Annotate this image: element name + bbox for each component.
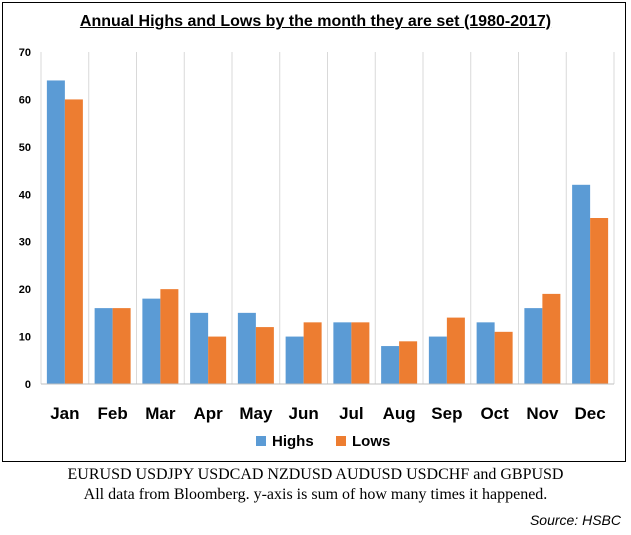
x-tick-label: Sep <box>431 404 462 423</box>
bar-highs-dec <box>572 184 591 384</box>
bar-highs-may <box>237 312 256 384</box>
bar-lows-sep <box>446 317 465 384</box>
y-tick-label: 20 <box>19 284 31 296</box>
chart-frame <box>2 2 626 462</box>
x-tick-label: Feb <box>98 404 128 423</box>
bar-highs-jul <box>333 322 352 384</box>
bar-highs-sep <box>428 336 447 384</box>
x-tick-label: Jan <box>50 404 79 423</box>
caption-note: All data from Bloomberg. y-axis is sum o… <box>83 486 548 503</box>
x-tick-label: Jul <box>339 404 364 423</box>
y-tick-label: 30 <box>19 237 31 249</box>
y-tick-label: 70 <box>19 47 31 59</box>
bar-lows-apr <box>208 336 227 384</box>
y-tick-label: 0 <box>25 379 31 391</box>
x-tick-label: Aug <box>383 404 416 423</box>
y-tick-label: 60 <box>19 94 31 106</box>
legend-label-lows: Lows <box>352 433 390 450</box>
bar-highs-nov <box>524 308 543 384</box>
x-tick-label: Dec <box>575 404 606 423</box>
bar-lows-aug <box>399 341 418 384</box>
bar-lows-oct <box>494 331 513 384</box>
bar-highs-aug <box>381 346 400 384</box>
bar-highs-apr <box>190 312 209 384</box>
bar-lows-may <box>255 327 274 384</box>
caption-pairs: EURUSD USDJPY USDCAD NZDUSD AUDUSD USDCH… <box>67 466 564 483</box>
bar-highs-feb <box>94 308 113 384</box>
chart-title: Annual Highs and Lows by the month they … <box>79 13 552 30</box>
y-tick-label: 50 <box>19 142 31 154</box>
x-tick-label: Jun <box>289 404 319 423</box>
y-tick-label: 10 <box>19 332 31 344</box>
legend-swatch-lows <box>336 436 346 446</box>
bar-highs-mar <box>142 298 161 384</box>
y-tick-label: 40 <box>19 189 31 201</box>
source-note: Source: HSBC <box>529 512 621 528</box>
bar-chart: 0 10 20 30 40 50 60 70 Jan Feb Mar Apr May Jun Jul Aug S… <box>19 47 615 450</box>
x-tick-label: Mar <box>145 404 176 423</box>
x-tick-label: Oct <box>480 404 509 423</box>
x-tick-label: Nov <box>526 404 559 423</box>
bar-lows-jul <box>351 322 370 384</box>
bar-lows-jun <box>303 322 322 384</box>
bar-lows-mar <box>160 289 179 384</box>
bar-lows-dec <box>590 218 609 384</box>
x-tick-label: May <box>239 404 273 423</box>
bar-highs-jun <box>285 336 304 384</box>
x-tick-label: Apr <box>193 404 223 423</box>
legend-swatch-highs <box>256 436 266 446</box>
bar-highs-jan <box>46 80 65 384</box>
bar-lows-feb <box>112 308 131 384</box>
bar-lows-nov <box>542 293 561 384</box>
bar-highs-oct <box>476 322 495 384</box>
bar-lows-jan <box>64 99 83 384</box>
legend-label-highs: Highs <box>272 433 314 450</box>
